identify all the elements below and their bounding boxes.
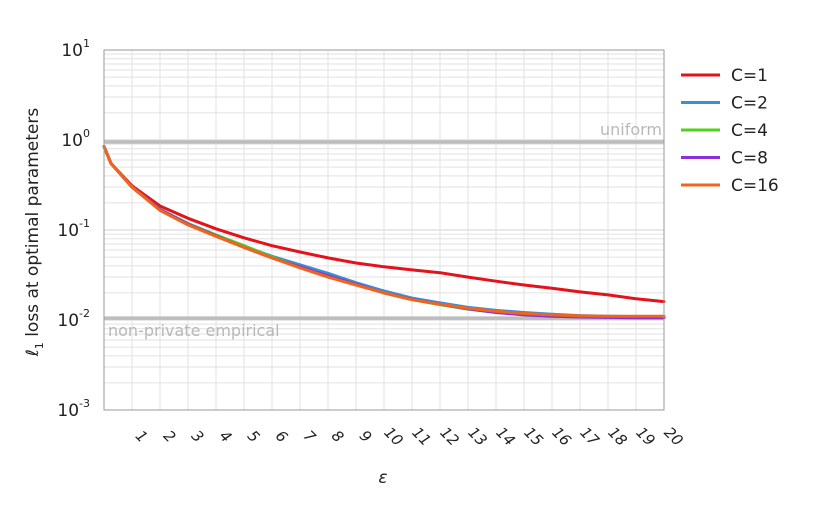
x-tick-label: 6 [272,427,291,446]
x-tick-label: 8 [328,427,347,446]
x-tick-label: 3 [188,427,207,446]
x-tick-label: 11 [408,423,434,449]
x-axis-label: ε [378,468,387,488]
legend-label: C=4 [731,121,768,141]
x-tick-label: 4 [216,427,235,446]
y-tick-label: 100 [61,127,90,151]
legend-label: C=2 [731,94,768,114]
x-tick-label: 19 [632,423,658,449]
y-tick-label: 10-2 [57,307,90,331]
legend-label: C=16 [731,176,779,196]
y-axis-label-text: loss at optimal parameters [23,108,43,343]
x-tick-label: 15 [520,423,546,449]
x-tick-label: 10 [380,423,406,449]
x-tick-label: 18 [604,423,630,449]
x-tick-label: 9 [356,427,375,446]
reference-label-uniform: uniform [600,120,662,139]
series-line-c1 [102,144,666,304]
y-axis-label-symbol: ℓ [23,349,43,357]
x-tick-label: 14 [492,423,518,449]
y-axis-label: ℓ1 loss at optimal parameters [23,108,46,358]
x-tick-label: 12 [436,423,462,449]
x-tick-label: 20 [660,423,686,449]
x-tick-label: 1 [132,427,151,446]
x-tick-label: 7 [300,427,320,447]
legend-label: C=1 [731,66,768,86]
legend-label: C=8 [731,149,768,169]
plot-frame [103,49,665,411]
reference-label-non-private-empirical: non-private empirical [108,321,280,340]
y-tick-label: 101 [61,37,90,61]
y-axis-label-subscript: 1 [33,342,46,349]
y-tick-label: 10-3 [57,397,90,421]
x-tick-label: 5 [244,427,263,446]
x-tick-label: 17 [576,423,603,450]
legend: C=1 C=2 C=4 C=8 C=16 [681,66,779,196]
y-tick-label: 10-1 [57,217,90,241]
x-tick-label: 13 [464,423,490,449]
y-axis-ticks: 101 100 10-1 10-2 10-3 [57,37,90,421]
series-line-c16 [102,144,666,318]
x-tick-label: 16 [548,423,574,449]
x-axis-ticks: 1 2 3 4 5 6 7 8 9 10 11 12 13 14 15 16 17 18 19 20 [132,423,687,450]
series-lines [102,144,666,320]
x-tick-label: 2 [160,427,179,446]
grid [104,50,664,410]
